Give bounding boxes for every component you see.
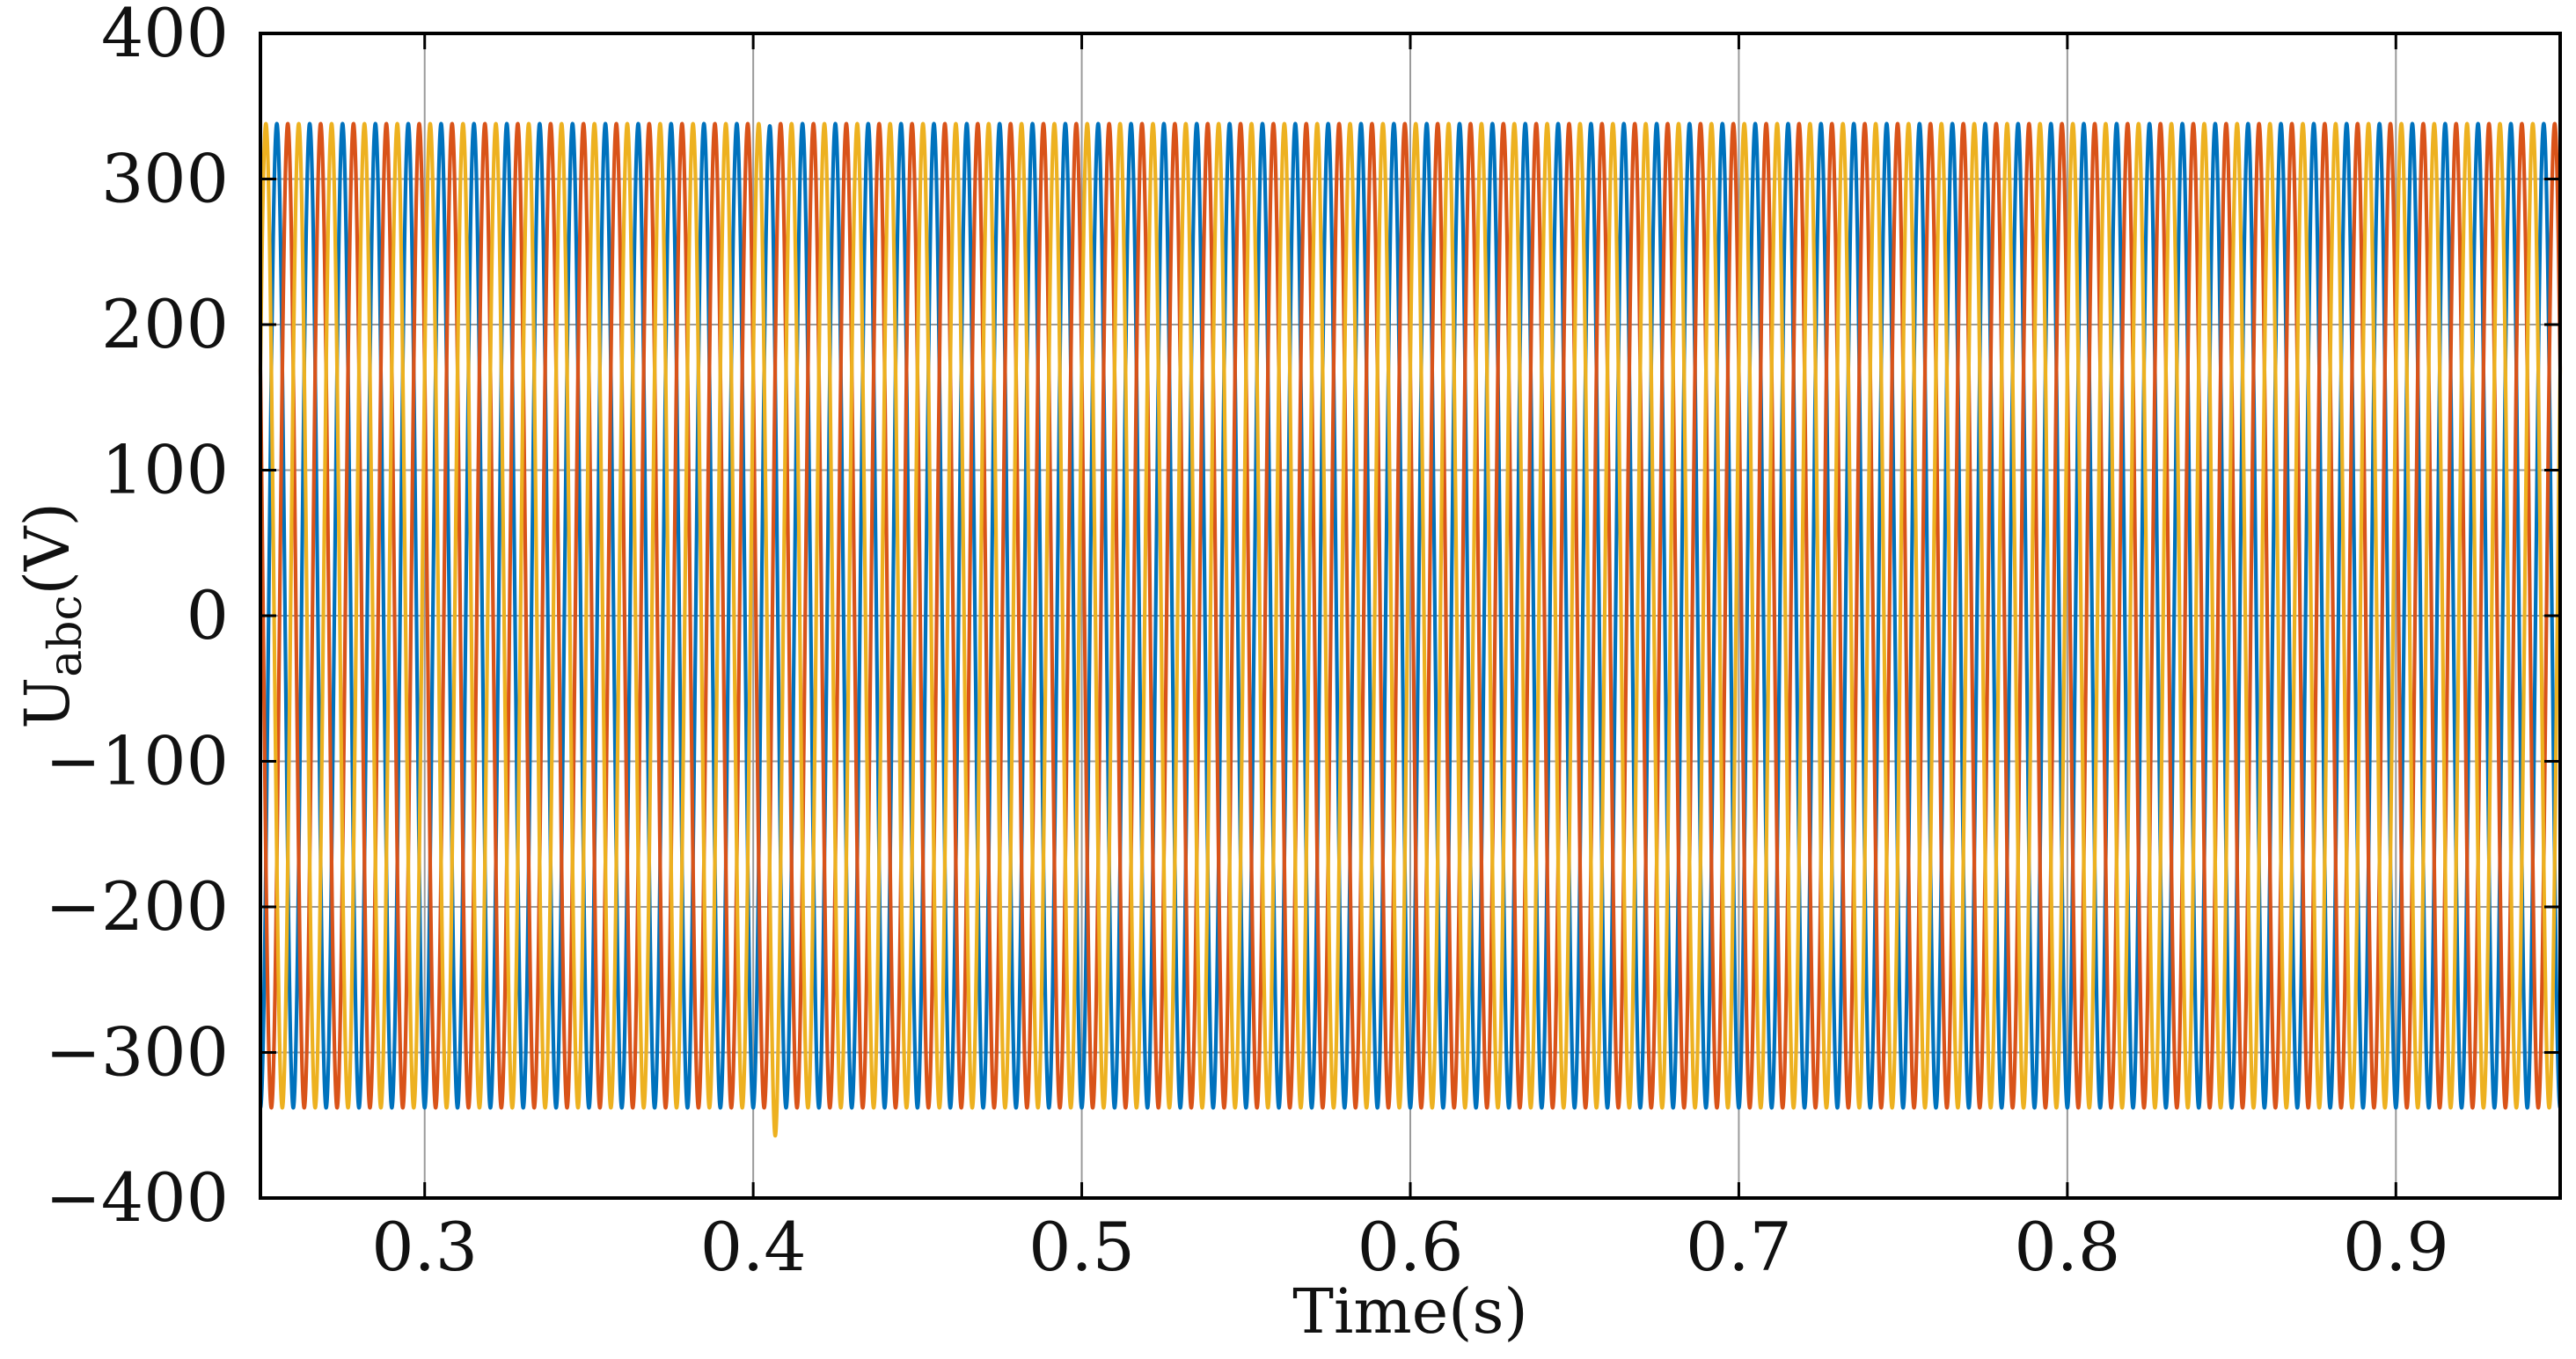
x-tick-label: 0.6 [1358,1208,1464,1286]
y-axis-label-subscript: abc [40,595,92,676]
x-tick-label: 0.3 [371,1208,478,1286]
y-tick-label: 400 [101,0,229,72]
x-axis-label: Time(s) [1292,1275,1527,1348]
x-tick-label: 0.9 [2343,1208,2449,1286]
x-tick-label: 0.5 [1028,1208,1135,1286]
axis-ticks: 0.3 0.4 0.5 0.6 0.7 0.8 0.9 400 300 200 100 0 −100 −2… [45,0,2560,1286]
y-tick-label: 100 [101,431,229,509]
y-tick-label: −400 [45,1158,229,1237]
y-axis-label: Uabc(V) [11,502,92,729]
y-axis-label-unit: (V) [11,502,84,595]
x-tick-label: 0.8 [2014,1208,2120,1286]
y-tick-label: −100 [45,722,229,800]
y-axis-label-main: U [11,677,84,729]
y-tick-label: 300 [101,140,229,218]
y-tick-label: −300 [45,1013,229,1092]
y-tick-label: −200 [45,867,229,946]
y-tick-label: 0 [187,576,229,654]
y-tick-label: 200 [101,285,229,363]
x-tick-label: 0.7 [1686,1208,1792,1286]
grid-lines [260,33,2560,1198]
x-tick-label: 0.4 [700,1208,807,1286]
series-line-3 [258,121,2563,1138]
series-lines [258,121,2563,1138]
